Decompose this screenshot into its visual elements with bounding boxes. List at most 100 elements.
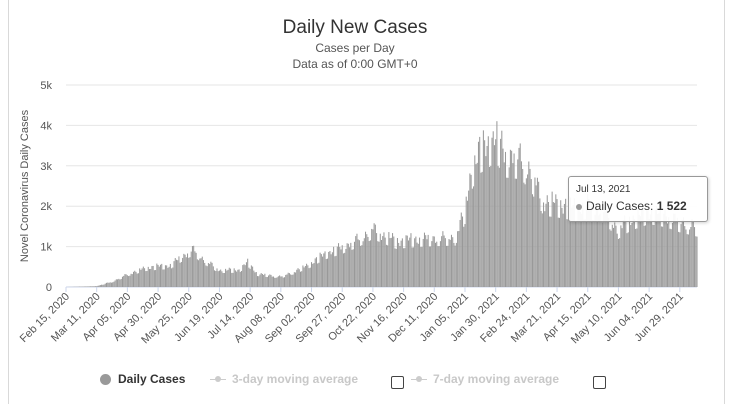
- bar[interactable]: [102, 284, 104, 287]
- bar[interactable]: [527, 174, 529, 287]
- bar[interactable]: [162, 269, 164, 287]
- bar[interactable]: [254, 272, 256, 287]
- bar[interactable]: [145, 271, 147, 287]
- bar[interactable]: [594, 214, 596, 287]
- bar[interactable]: [673, 213, 675, 287]
- bar[interactable]: [227, 269, 229, 287]
- bar[interactable]: [366, 234, 368, 287]
- bar[interactable]: [654, 209, 656, 287]
- bar[interactable]: [229, 268, 232, 287]
- bar[interactable]: [516, 178, 518, 287]
- bar[interactable]: [268, 275, 270, 287]
- bar[interactable]: [204, 262, 206, 287]
- bar[interactable]: [200, 258, 202, 287]
- bar[interactable]: [271, 276, 273, 287]
- bar[interactable]: [556, 199, 558, 287]
- bar[interactable]: [633, 219, 635, 287]
- bar[interactable]: [317, 263, 319, 287]
- bar[interactable]: [425, 235, 427, 287]
- bar[interactable]: [622, 220, 624, 287]
- bar[interactable]: [112, 282, 114, 287]
- bar[interactable]: [344, 252, 346, 287]
- bar[interactable]: [311, 262, 313, 287]
- bar[interactable]: [248, 267, 250, 287]
- bar[interactable]: [196, 259, 198, 287]
- bar[interactable]: [624, 215, 626, 287]
- bar[interactable]: [436, 241, 438, 287]
- bar[interactable]: [474, 155, 476, 287]
- bar[interactable]: [450, 234, 452, 287]
- bar[interactable]: [675, 221, 677, 287]
- bar[interactable]: [577, 208, 579, 287]
- bar[interactable]: [681, 219, 683, 287]
- bar[interactable]: [538, 181, 540, 287]
- bar[interactable]: [507, 177, 509, 287]
- bar[interactable]: [134, 270, 136, 287]
- bar[interactable]: [560, 200, 562, 287]
- bar[interactable]: [671, 222, 673, 287]
- bar[interactable]: [237, 269, 239, 287]
- bar[interactable]: [108, 282, 110, 287]
- bar[interactable]: [686, 234, 688, 287]
- bar[interactable]: [396, 238, 398, 287]
- bar[interactable]: [243, 264, 245, 287]
- bar[interactable]: [566, 219, 568, 287]
- bar[interactable]: [636, 228, 638, 287]
- bar[interactable]: [234, 270, 236, 287]
- bar[interactable]: [356, 233, 358, 287]
- bar[interactable]: [324, 251, 326, 287]
- bar[interactable]: [207, 263, 209, 287]
- bar[interactable]: [469, 173, 471, 287]
- bar[interactable]: [326, 258, 328, 287]
- bar[interactable]: [221, 271, 223, 287]
- bar[interactable]: [91, 286, 93, 287]
- bar[interactable]: [93, 286, 95, 287]
- bar[interactable]: [533, 196, 535, 287]
- bar[interactable]: [530, 179, 532, 287]
- bar[interactable]: [155, 270, 157, 287]
- bar[interactable]: [603, 212, 605, 287]
- bar[interactable]: [98, 285, 100, 287]
- bar[interactable]: [490, 166, 492, 287]
- legend-item-daily-cases[interactable]: Daily Cases: [100, 372, 185, 386]
- bar[interactable]: [177, 260, 179, 287]
- bar[interactable]: [385, 244, 387, 287]
- bar[interactable]: [540, 210, 542, 287]
- bar[interactable]: [339, 247, 341, 287]
- bar[interactable]: [194, 251, 196, 287]
- bar[interactable]: [608, 217, 610, 287]
- bar[interactable]: [335, 255, 337, 287]
- bar[interactable]: [226, 270, 228, 287]
- bar[interactable]: [313, 263, 315, 287]
- bar[interactable]: [361, 245, 363, 287]
- bar[interactable]: [667, 223, 669, 287]
- bar[interactable]: [210, 261, 212, 287]
- bar[interactable]: [394, 248, 396, 287]
- bar[interactable]: [557, 217, 559, 287]
- bar[interactable]: [259, 274, 261, 287]
- bar[interactable]: [371, 228, 373, 287]
- bar[interactable]: [96, 286, 98, 287]
- bar[interactable]: [214, 270, 216, 287]
- bar[interactable]: [358, 240, 360, 287]
- bar[interactable]: [220, 269, 222, 287]
- bar[interactable]: [118, 278, 120, 287]
- bar[interactable]: [587, 193, 589, 287]
- bar[interactable]: [489, 166, 491, 287]
- bar[interactable]: [334, 256, 336, 287]
- bar[interactable]: [565, 198, 567, 287]
- bar[interactable]: [128, 276, 130, 287]
- bar[interactable]: [637, 209, 639, 287]
- bar[interactable]: [604, 207, 606, 287]
- bar[interactable]: [680, 224, 682, 287]
- bar[interactable]: [123, 275, 125, 287]
- bar[interactable]: [679, 232, 681, 287]
- bar[interactable]: [571, 207, 573, 287]
- bar[interactable]: [107, 282, 109, 287]
- bar[interactable]: [651, 208, 653, 287]
- bar[interactable]: [583, 219, 585, 287]
- bar[interactable]: [126, 275, 128, 287]
- bar[interactable]: [374, 224, 376, 287]
- bar[interactable]: [228, 267, 230, 287]
- bar[interactable]: [492, 131, 494, 287]
